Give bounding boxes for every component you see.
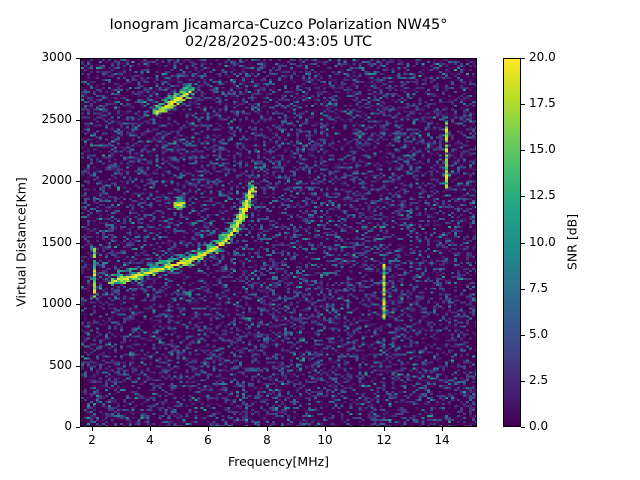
x-tick-label: 12 [376,433,392,447]
x-tick-mark [442,427,443,431]
ionogram-heatmap [80,58,477,427]
x-tick-label: 6 [204,433,212,447]
colorbar-tick-mark [521,58,525,59]
y-axis-label: Virtual Distance[Km] [13,177,29,307]
y-tick-mark [76,58,80,59]
x-tick-label: 8 [263,433,271,447]
y-tick-label: 500 [49,358,72,372]
x-tick-mark [150,427,151,431]
colorbar-tick-label: 12.5 [529,188,556,202]
colorbar-tick-mark [521,427,525,428]
chart-subtitle-timestamp: 02/28/2025-00:43:05 UTC [184,34,373,50]
colorbar-tick-mark [521,104,525,105]
y-tick-mark [76,427,80,428]
colorbar-tick-label: 20.0 [529,50,556,64]
y-tick-label: 3000 [41,50,72,64]
colorbar-tick-mark [521,243,525,244]
y-tick-label: 2000 [41,173,72,187]
x-tick-label: 2 [88,433,96,447]
colorbar-tick-label: 10.0 [529,235,556,249]
colorbar-tick-label: 17.5 [529,96,556,110]
heatmap-canvas [81,59,476,426]
colorbar-tick-label: 2.5 [529,373,549,387]
colorbar-tick-mark [521,196,525,197]
x-tick-label: 4 [146,433,154,447]
y-tick-mark [76,243,80,244]
colorbar-tick-mark [521,381,525,382]
x-axis-label: Frequency[MHz] [227,454,330,469]
colorbar [503,58,521,427]
y-tick-label: 1000 [41,296,72,310]
colorbar-tick-label: 5.0 [529,327,549,341]
y-tick-mark [76,304,80,305]
y-tick-label: 1500 [41,235,72,249]
colorbar-tick-mark [521,150,525,151]
colorbar-tick-mark [521,335,525,336]
x-tick-label: 14 [434,433,450,447]
y-tick-label: 2500 [41,112,72,126]
colorbar-tick-mark [521,289,525,290]
x-tick-mark [208,427,209,431]
colorbar-label: SNR [dB] [564,213,580,271]
x-tick-mark [325,427,326,431]
colorbar-tick-label: 7.5 [529,281,549,295]
y-tick-mark [76,181,80,182]
x-tick-mark [384,427,385,431]
chart-title: Ionogram Jicamarca-Cuzco Polarization NW… [109,17,448,33]
x-tick-mark [267,427,268,431]
colorbar-tick-label: 15.0 [529,142,556,156]
colorbar-gradient [504,59,520,426]
x-tick-mark [92,427,93,431]
colorbar-tick-label: 0.0 [529,419,549,433]
x-tick-label: 10 [317,433,333,447]
y-tick-mark [76,120,80,121]
y-tick-label: 0 [64,419,72,433]
y-tick-mark [76,366,80,367]
